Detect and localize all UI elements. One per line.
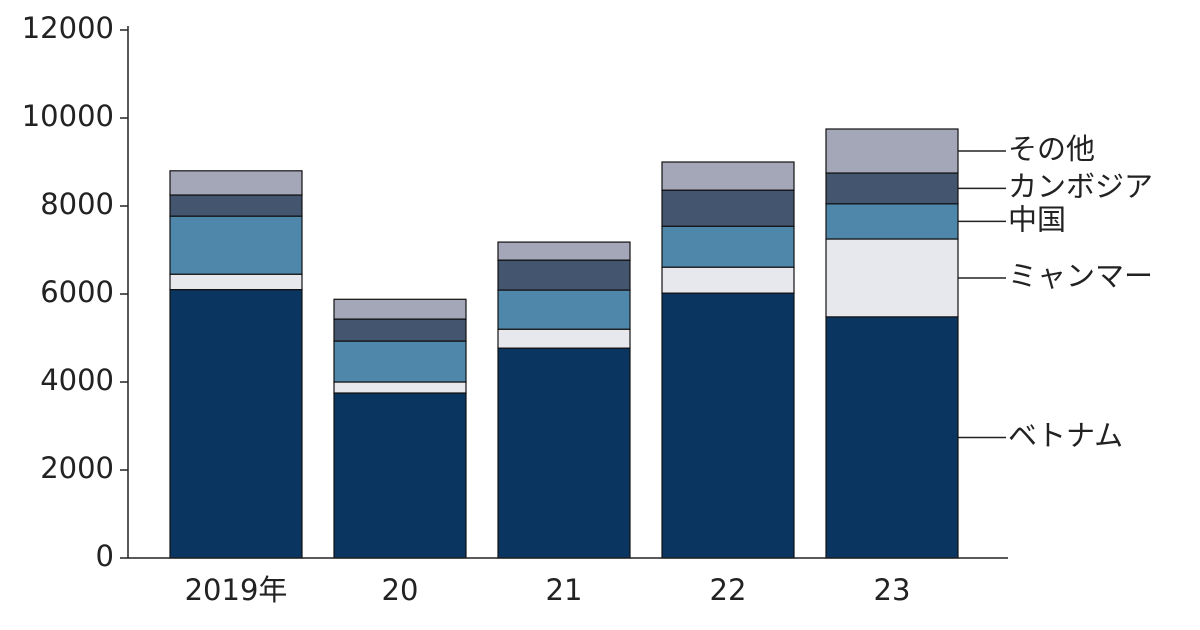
- bar-segment: [169, 170, 303, 196]
- bar-segment: [661, 266, 795, 294]
- bar-segment: [333, 318, 467, 342]
- bar-segment: [825, 172, 959, 205]
- bar-segment: [333, 298, 467, 320]
- y-tick-label: 0: [96, 539, 114, 573]
- bar-segment: [169, 273, 303, 291]
- y-tick-label: 10000: [22, 99, 114, 133]
- bar-segment: [661, 189, 795, 227]
- y-tick-label: 6000: [40, 275, 114, 309]
- bar-segment: [497, 241, 631, 261]
- x-tick-label: 20: [382, 573, 419, 607]
- bar-segment: [825, 316, 959, 559]
- x-tick-label: 23: [874, 573, 911, 607]
- bar-segment: [661, 292, 795, 559]
- bar-segment: [825, 238, 959, 318]
- legend-label: 中国: [1008, 202, 1066, 236]
- bar-segment: [169, 215, 303, 275]
- x-tick-label: 21: [546, 573, 583, 607]
- bar-segment: [169, 289, 303, 559]
- bar-segment: [661, 161, 795, 191]
- bar-segment: [497, 259, 631, 291]
- legend-label: カンボジア: [1008, 169, 1153, 203]
- bar-segment: [661, 225, 795, 268]
- bar-segment: [825, 203, 959, 240]
- y-tick-label: 2000: [40, 451, 114, 485]
- bar-segment: [825, 128, 959, 174]
- y-tick-label: 8000: [40, 187, 114, 221]
- bar-segment: [333, 381, 467, 394]
- bar-segment: [333, 392, 467, 559]
- legend-label: その他: [1008, 132, 1095, 166]
- x-tick-label: 2019年: [185, 573, 288, 607]
- bar-segment: [497, 289, 631, 330]
- x-tick-label: 22: [710, 573, 747, 607]
- legend-label: ミャンマー: [1008, 259, 1153, 293]
- bar-segment: [497, 347, 631, 559]
- y-tick-label: 4000: [40, 363, 114, 397]
- bar-segment: [169, 194, 303, 217]
- legend-label: ベトナム: [1008, 418, 1123, 452]
- bar-segment: [497, 328, 631, 349]
- bar-segment: [333, 340, 467, 383]
- y-tick-label: 12000: [22, 11, 114, 45]
